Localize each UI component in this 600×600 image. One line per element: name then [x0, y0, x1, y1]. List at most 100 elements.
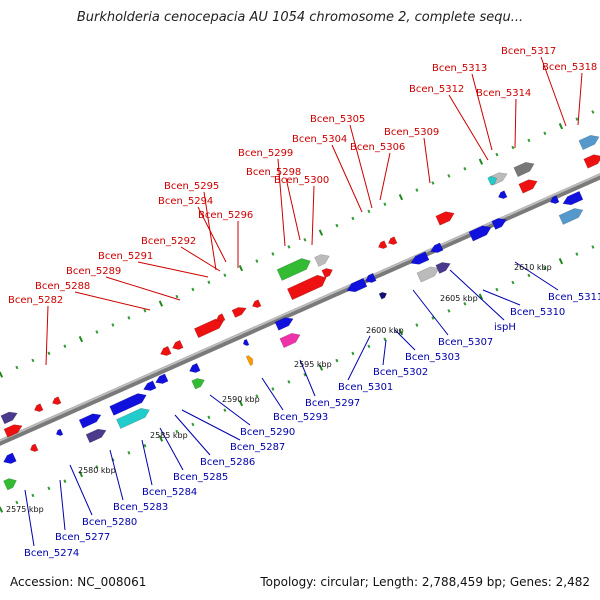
- leader-line: [311, 185, 315, 246]
- gene-label[interactable]: Bcen_5303: [405, 352, 460, 363]
- gene-label[interactable]: Bcen_5314: [476, 88, 531, 99]
- gene-label[interactable]: Bcen_5284: [142, 487, 197, 498]
- leader-line: [59, 479, 66, 531]
- guide-tick: [15, 500, 19, 505]
- gene-label[interactable]: Bcen_5274: [24, 548, 79, 559]
- gene-label[interactable]: Bcen_5295: [164, 181, 219, 192]
- guide-tick: [495, 152, 499, 157]
- gene-label[interactable]: Bcen_5296: [198, 210, 253, 221]
- gene-arrow-icon: [435, 211, 455, 226]
- gene-label[interactable]: Bcen_5310: [510, 307, 565, 318]
- gene-arrow-icon: [3, 424, 23, 438]
- gene-label[interactable]: Bcen_5298: [246, 167, 301, 178]
- gene-label[interactable]: Bcen_5289: [66, 266, 121, 277]
- guide-tick: [398, 329, 404, 336]
- gene-arrow-icon: [0, 411, 18, 425]
- gene-label[interactable]: Bcen_5307: [438, 337, 493, 348]
- gene-label[interactable]: Bcen_5305: [310, 114, 365, 125]
- guide-tick: [431, 181, 435, 185]
- guide-tick: [95, 330, 99, 334]
- leader-line: [449, 269, 505, 321]
- gene-arrow-icon: [314, 254, 330, 267]
- gene-label[interactable]: Bcen_5287: [230, 442, 285, 453]
- gene-label[interactable]: Bcen_5283: [113, 502, 168, 513]
- gene-label[interactable]: Bcen_5293: [273, 412, 328, 423]
- gene-label[interactable]: Bcen_5285: [173, 472, 228, 483]
- leader-line: [137, 261, 209, 278]
- guide-tick: [478, 293, 484, 300]
- leader-line: [412, 289, 449, 336]
- gene-arrow-icon: [286, 274, 327, 301]
- gene-label[interactable]: Bcen_5318: [542, 62, 597, 73]
- guide-tick: [318, 229, 324, 236]
- gene-label[interactable]: Bcen_5294: [158, 196, 213, 207]
- gene-label[interactable]: Bcen_5317: [501, 46, 556, 57]
- gene-arrow-icon: [193, 318, 225, 339]
- scale-label: 2595 kbp: [294, 360, 332, 369]
- guide-tick: [543, 266, 547, 271]
- gene-label[interactable]: Bcen_5280: [82, 517, 137, 528]
- scale-label: 2605 kbp: [440, 294, 478, 303]
- gene-label[interactable]: Bcen_5302: [373, 367, 428, 378]
- gene-label[interactable]: Bcen_5291: [98, 251, 153, 262]
- gene-arrow-icon: [52, 396, 62, 405]
- gene-label[interactable]: Bcen_5299: [238, 148, 293, 159]
- gene-label[interactable]: Bcen_5290: [240, 427, 295, 438]
- gene-arrow-icon: [189, 362, 201, 373]
- guide-tick: [591, 245, 595, 249]
- gene-arrow-icon: [518, 179, 538, 194]
- guide-tick: [335, 223, 339, 228]
- gene-arrow-icon: [562, 190, 584, 206]
- leader-line: [174, 414, 211, 456]
- gene-label[interactable]: Bcen_5297: [305, 398, 360, 409]
- gene-arrow-icon: [231, 307, 247, 318]
- gene-arrow-icon: [252, 299, 262, 308]
- guide-tick: [527, 138, 531, 143]
- gene-label[interactable]: Bcen_5312: [409, 84, 464, 95]
- guide-tick: [318, 364, 324, 371]
- gene-arrow-icon: [321, 268, 333, 279]
- gene-label[interactable]: ispH: [494, 322, 516, 333]
- gene-arrow-icon: [410, 251, 430, 265]
- gene-arrow-icon: [242, 338, 250, 347]
- guide-tick: [447, 174, 451, 178]
- gene-label[interactable]: Bcen_5292: [141, 236, 196, 247]
- gene-label[interactable]: Bcen_5288: [35, 281, 90, 292]
- gene-arrow-icon: [558, 208, 584, 225]
- guide-tick: [143, 308, 147, 313]
- leader-line: [109, 449, 124, 501]
- gene-label[interactable]: Bcen_5306: [350, 142, 405, 153]
- guide-tick: [175, 429, 179, 434]
- guide-tick: [255, 259, 259, 263]
- gene-label[interactable]: Bcen_5301: [338, 382, 393, 393]
- guide-tick: [415, 323, 419, 327]
- scale-label: 2610 kbp: [514, 263, 552, 272]
- guide-tick: [78, 335, 84, 343]
- gene-label[interactable]: Bcen_5277: [55, 532, 110, 543]
- gene-label[interactable]: Bcen_5286: [200, 457, 255, 468]
- guide-tick: [367, 344, 371, 349]
- gene-label[interactable]: Bcen_5304: [292, 134, 347, 145]
- gene-arrow-icon: [34, 403, 44, 412]
- guide-tick: [415, 188, 419, 192]
- leader-line: [197, 206, 227, 263]
- gene-label[interactable]: Bcen_5300: [274, 175, 329, 186]
- gene-arrow-icon: [365, 272, 377, 283]
- gene-label[interactable]: Bcen_5282: [8, 295, 63, 306]
- gene-label[interactable]: Bcen_5313: [432, 63, 487, 74]
- leader-line: [180, 246, 221, 272]
- gene-arrow-icon: [416, 266, 440, 283]
- gene-label[interactable]: Bcen_5311: [548, 292, 600, 303]
- gene-arrow-icon: [388, 236, 398, 245]
- leader-line: [24, 489, 35, 547]
- leader-line: [45, 305, 49, 366]
- guide-tick: [303, 237, 307, 242]
- gene-label[interactable]: Bcen_5309: [384, 127, 439, 138]
- backbone-line: [0, 173, 600, 446]
- guide-tick: [223, 408, 227, 413]
- guide-tick: [223, 273, 227, 278]
- leader-line: [349, 124, 373, 209]
- guide-tick: [398, 194, 404, 201]
- gene-arrow-icon: [116, 408, 150, 429]
